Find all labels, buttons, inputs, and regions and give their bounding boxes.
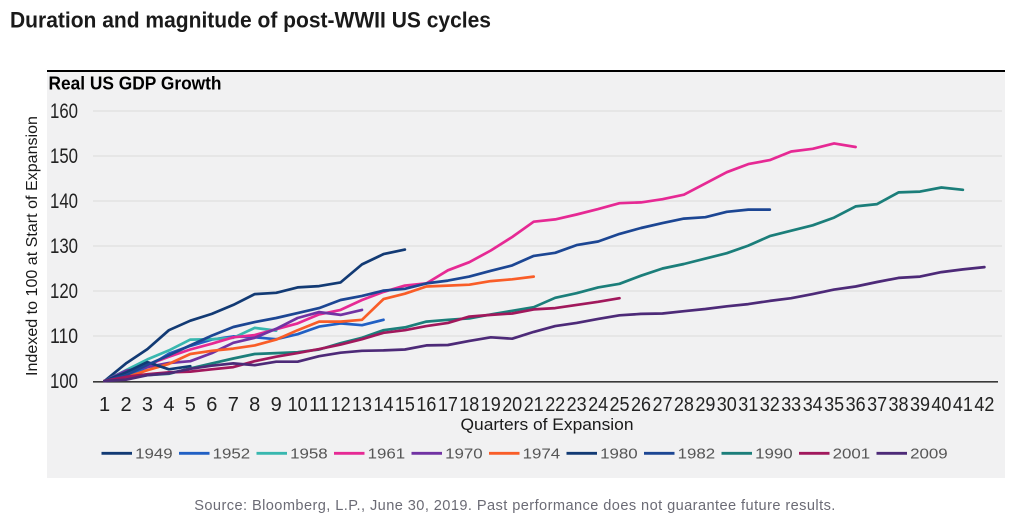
svg-text:38: 38: [889, 394, 909, 416]
svg-text:30: 30: [717, 394, 737, 416]
svg-text:27: 27: [653, 394, 673, 416]
svg-text:100: 100: [50, 370, 78, 393]
svg-text:1974: 1974: [523, 445, 561, 462]
svg-text:37: 37: [867, 394, 887, 416]
svg-text:13: 13: [352, 394, 372, 416]
svg-text:110: 110: [50, 325, 78, 348]
svg-text:28: 28: [674, 394, 694, 416]
svg-text:24: 24: [588, 394, 608, 416]
svg-text:33: 33: [781, 394, 801, 416]
svg-text:6: 6: [206, 394, 217, 416]
svg-text:1961: 1961: [368, 445, 406, 462]
svg-text:10: 10: [288, 394, 308, 416]
svg-text:26: 26: [631, 394, 651, 416]
svg-text:1990: 1990: [755, 445, 793, 462]
svg-text:160: 160: [50, 100, 78, 123]
svg-text:21: 21: [524, 394, 544, 416]
svg-text:42: 42: [974, 394, 994, 416]
svg-text:23: 23: [567, 394, 587, 416]
svg-text:Duration and magnitude of post: Duration and magnitude of post-WWII US c…: [10, 8, 491, 33]
svg-text:2001: 2001: [833, 445, 871, 462]
svg-text:1949: 1949: [135, 445, 173, 462]
svg-text:1980: 1980: [600, 445, 638, 462]
svg-text:35: 35: [824, 394, 844, 416]
svg-text:150: 150: [50, 145, 78, 168]
svg-text:11: 11: [309, 394, 329, 416]
svg-text:29: 29: [695, 394, 715, 416]
svg-text:7: 7: [228, 394, 239, 416]
svg-text:15: 15: [395, 394, 415, 416]
svg-text:31: 31: [738, 394, 758, 416]
svg-text:Source: Bloomberg, L.P., June: Source: Bloomberg, L.P., June 30, 2019. …: [194, 498, 836, 514]
svg-text:12: 12: [331, 394, 351, 416]
svg-text:Indexed to 100 at Start of Exp: Indexed to 100 at Start of Expansion: [24, 116, 41, 376]
svg-text:Real US GDP Growth: Real US GDP Growth: [49, 74, 222, 94]
svg-text:120: 120: [50, 280, 78, 303]
svg-text:22: 22: [545, 394, 565, 416]
svg-text:3: 3: [142, 394, 153, 416]
svg-text:1958: 1958: [290, 445, 328, 462]
svg-text:Quarters of Expansion: Quarters of Expansion: [461, 416, 634, 434]
svg-text:34: 34: [803, 394, 823, 416]
svg-text:4: 4: [163, 394, 174, 416]
svg-text:39: 39: [910, 394, 930, 416]
svg-text:140: 140: [50, 190, 78, 213]
svg-text:40: 40: [931, 394, 951, 416]
svg-text:25: 25: [610, 394, 630, 416]
svg-text:2009: 2009: [910, 445, 948, 462]
svg-text:41: 41: [953, 394, 973, 416]
svg-text:32: 32: [760, 394, 780, 416]
svg-text:14: 14: [374, 394, 394, 416]
svg-text:1: 1: [99, 394, 110, 416]
svg-text:1982: 1982: [678, 445, 716, 462]
svg-text:5: 5: [185, 394, 196, 416]
svg-text:1970: 1970: [445, 445, 483, 462]
svg-text:17: 17: [438, 394, 458, 416]
svg-text:16: 16: [416, 394, 436, 416]
svg-text:2: 2: [120, 394, 131, 416]
svg-text:18: 18: [459, 394, 479, 416]
svg-text:1952: 1952: [213, 445, 251, 462]
svg-text:130: 130: [50, 235, 78, 258]
svg-text:9: 9: [271, 394, 282, 416]
svg-text:36: 36: [846, 394, 866, 416]
svg-text:8: 8: [249, 394, 260, 416]
svg-text:19: 19: [481, 394, 501, 416]
svg-text:20: 20: [502, 394, 522, 416]
